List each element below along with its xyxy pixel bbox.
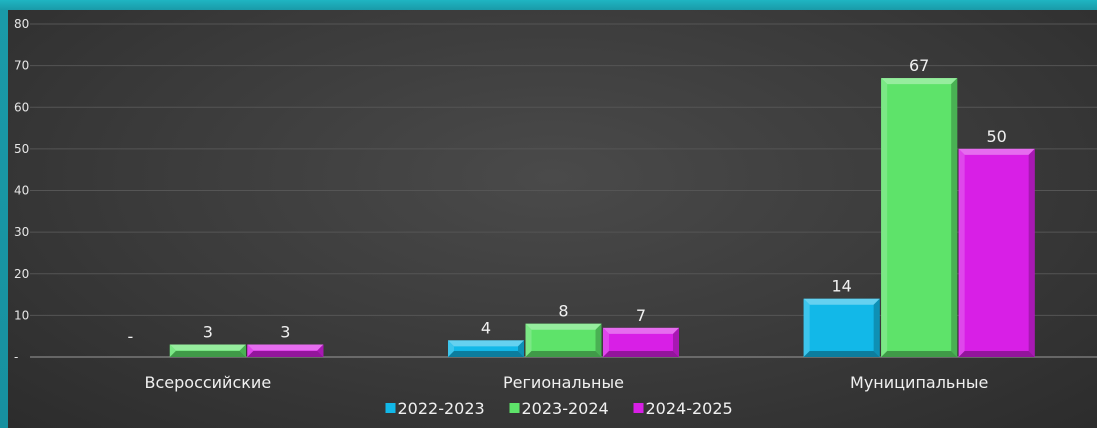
y-tick-label: 60 (14, 100, 29, 114)
data-label: 50 (986, 127, 1006, 146)
data-label: - (127, 327, 133, 346)
legend-label: 2024-2025 (646, 399, 733, 418)
data-label: 4 (481, 318, 491, 337)
legend-label: 2022-2023 (398, 399, 485, 418)
bar (525, 323, 602, 357)
data-label: 3 (203, 323, 213, 342)
y-tick-label: - (14, 350, 18, 364)
bar (958, 148, 1035, 357)
y-tick-label: 70 (14, 59, 29, 73)
category-label: Муниципальные (850, 373, 988, 392)
y-tick-label: 10 (14, 308, 29, 322)
bar (169, 344, 246, 357)
legend-swatch (633, 403, 644, 413)
bar (803, 298, 880, 357)
legend-swatch (509, 403, 520, 413)
bar (247, 344, 324, 357)
bars (169, 78, 1035, 358)
legend-swatch (385, 403, 396, 413)
bar (881, 78, 958, 358)
y-axis-ticks: - 10 20 30 40 50 60 70 80 (14, 17, 29, 364)
y-tick-label: 80 (14, 17, 29, 31)
data-label: 67 (909, 56, 929, 75)
bar (603, 327, 679, 357)
y-tick-label: 50 (14, 142, 29, 156)
bar (448, 340, 524, 357)
x-axis-categories: Всероссийские Региональные Муниципальные (145, 373, 989, 392)
category-label: Всероссийские (145, 373, 272, 392)
y-tick-label: 20 (14, 267, 29, 281)
data-label: 14 (831, 277, 851, 296)
y-tick-label: 30 (14, 225, 29, 239)
legend-label: 2023-2024 (522, 399, 609, 418)
legend: 2022-2023 2023-2024 2024-2025 (385, 399, 733, 418)
data-labels: - 3 3 4 8 7 14 67 50 (127, 56, 1006, 346)
y-tick-label: 40 (14, 184, 29, 198)
category-label: Региональные (503, 373, 624, 392)
data-label: 8 (558, 302, 568, 321)
data-label: 7 (636, 306, 646, 325)
data-label: 3 (280, 323, 290, 342)
